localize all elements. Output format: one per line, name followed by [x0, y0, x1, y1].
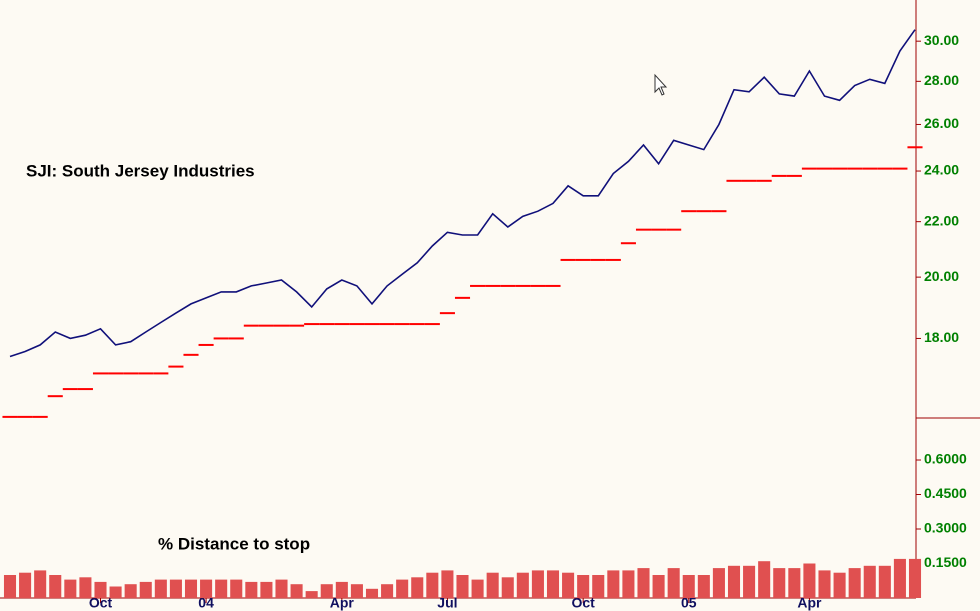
- x-tick-label: 05: [681, 595, 697, 611]
- y-tick-label: 30.00: [924, 32, 959, 48]
- bar: [682, 575, 695, 598]
- bar: [893, 558, 906, 598]
- bar: [577, 575, 590, 598]
- bar: [652, 575, 665, 598]
- bar: [124, 584, 137, 598]
- bar: [94, 581, 107, 598]
- panel-title: % Distance to stop: [158, 534, 310, 553]
- bar: [139, 581, 152, 598]
- bar: [381, 584, 394, 598]
- bar: [169, 579, 182, 598]
- y-tick-label: 0.4500: [924, 485, 967, 501]
- bar: [697, 575, 710, 598]
- x-tick-label: Oct: [571, 595, 595, 611]
- bar: [305, 591, 318, 598]
- y-tick-label: 28.00: [924, 72, 959, 88]
- x-tick-label: 04: [198, 595, 214, 611]
- bar: [109, 586, 122, 598]
- bar: [607, 570, 620, 598]
- bar: [878, 565, 891, 598]
- x-tick-label: Apr: [330, 595, 355, 611]
- bar: [79, 577, 92, 598]
- bar: [19, 572, 32, 598]
- bar: [833, 572, 846, 598]
- bar: [335, 581, 348, 598]
- bar: [154, 579, 167, 598]
- y-tick-label: 0.6000: [924, 451, 967, 467]
- bar: [486, 572, 499, 598]
- chart-title: SJI: South Jersey Industries: [26, 161, 255, 180]
- bar: [848, 568, 861, 598]
- y-tick-label: 26.00: [924, 115, 959, 131]
- bar: [260, 581, 273, 598]
- bar: [712, 568, 725, 598]
- bar: [200, 579, 213, 598]
- bar: [230, 579, 243, 598]
- y-tick-label: 0.1500: [924, 554, 967, 570]
- bar: [788, 568, 801, 598]
- bar: [562, 572, 575, 598]
- y-tick-label: 24.00: [924, 162, 959, 178]
- bar: [320, 584, 333, 598]
- bar: [531, 570, 544, 598]
- bar: [863, 565, 876, 598]
- bar: [622, 570, 635, 598]
- y-tick-label: 20.00: [924, 268, 959, 284]
- bar: [396, 579, 409, 598]
- bar: [275, 579, 288, 598]
- bar: [803, 563, 816, 598]
- y-tick-label: 22.00: [924, 212, 959, 228]
- bar: [773, 568, 786, 598]
- y-tick-label: 18.00: [924, 329, 959, 345]
- y-tick-label: 0.3000: [924, 520, 967, 536]
- bar: [441, 570, 454, 598]
- bar: [426, 572, 439, 598]
- bar: [184, 579, 198, 598]
- bar: [365, 588, 379, 598]
- bar: [3, 575, 17, 598]
- bar: [350, 584, 363, 598]
- bar: [290, 584, 303, 598]
- bar: [592, 575, 605, 598]
- bar: [34, 570, 47, 598]
- bar: [49, 575, 62, 598]
- bar: [411, 577, 424, 598]
- bar: [64, 579, 77, 598]
- bar: [758, 561, 771, 598]
- price-line: [9, 29, 916, 358]
- bar: [727, 565, 741, 598]
- bar: [501, 577, 514, 598]
- bar: [908, 558, 922, 598]
- bar: [471, 579, 484, 598]
- bar: [667, 568, 680, 598]
- bar: [245, 581, 258, 598]
- bar: [215, 579, 228, 598]
- bar: [743, 565, 756, 598]
- bar: [456, 575, 469, 598]
- bar: [637, 568, 650, 598]
- bar: [546, 570, 560, 598]
- x-tick-label: Oct: [89, 595, 113, 611]
- cursor: [654, 73, 668, 96]
- x-tick-label: Jul: [437, 595, 457, 611]
- bar: [516, 572, 529, 598]
- bar: [818, 570, 831, 598]
- x-tick-label: Apr: [797, 595, 822, 611]
